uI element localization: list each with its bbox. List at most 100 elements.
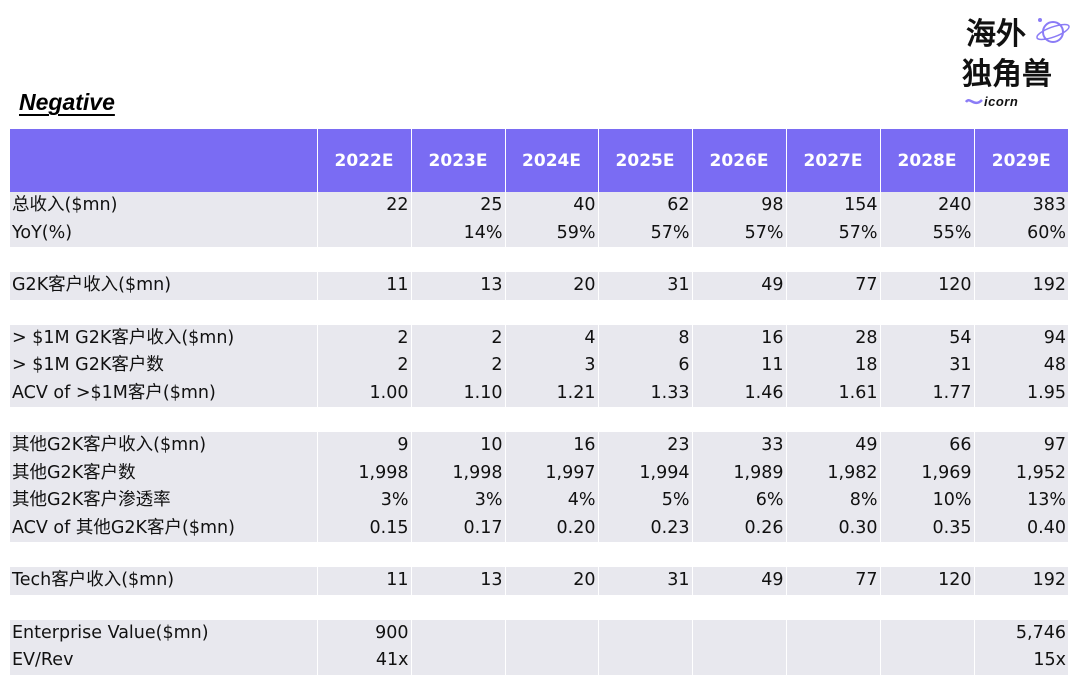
value-cell xyxy=(880,647,975,675)
value-cell: 1,997 xyxy=(505,459,599,487)
logo-wordmark: icorn xyxy=(984,94,1019,109)
value-cell: 9 xyxy=(317,432,412,460)
value-cell: 1,952 xyxy=(974,459,1068,487)
value-cell: 97 xyxy=(974,432,1068,460)
value-cell: 0.20 xyxy=(505,514,599,542)
value-cell: 60% xyxy=(974,219,1068,247)
value-cell: 14% xyxy=(411,219,506,247)
value-cell: 3% xyxy=(411,487,506,515)
value-cell: 77 xyxy=(786,567,881,595)
value-cell: 10% xyxy=(880,487,975,515)
value-cell: 41x xyxy=(317,647,412,675)
value-cell: 22 xyxy=(317,192,412,220)
column-header: 2026E xyxy=(692,129,787,192)
table-row: ACV of >$1M客户($mn) 1.00 1.10 1.21 1.33 1.46 1.… xyxy=(10,379,1068,407)
value-cell: 98 xyxy=(692,192,787,220)
value-cell: 5% xyxy=(598,487,693,515)
value-cell: 900 xyxy=(317,619,412,647)
section-spacer xyxy=(10,594,1068,620)
value-cell: 62 xyxy=(598,192,693,220)
value-cell xyxy=(598,647,693,675)
brand-logo: 海外 独角兽 icorn xyxy=(960,10,1072,114)
value-cell: 2 xyxy=(317,352,412,380)
table-row: YoY(%) 14% 59% 57% 57% 57% 55% 60% xyxy=(10,219,1068,247)
value-cell: 1.33 xyxy=(598,379,693,407)
value-cell: 1.77 xyxy=(880,379,975,407)
row-label: 其他G2K客户渗透率 xyxy=(10,487,318,515)
section-spacer xyxy=(10,407,1068,432)
value-cell: 120 xyxy=(880,567,975,595)
value-cell: 0.26 xyxy=(692,514,787,542)
value-cell: 57% xyxy=(786,219,881,247)
table-row: 其他G2K客户渗透率 3% 3% 4% 5% 6% 8% 10% 13% xyxy=(10,487,1068,515)
table-row: EV/Rev 41x 15x xyxy=(10,647,1068,675)
header-label-cell xyxy=(10,129,318,192)
table-row: Enterprise Value($mn) 900 5,746 xyxy=(10,619,1068,647)
value-cell: 3 xyxy=(505,352,599,380)
table-row: 总收入($mn) 22 25 40 62 98 154 240 383 xyxy=(10,192,1068,220)
value-cell: 0.23 xyxy=(598,514,693,542)
row-label: > $1M G2K客户收入($mn) xyxy=(10,324,318,352)
value-cell: 55% xyxy=(880,219,975,247)
spacer-cell xyxy=(10,407,1068,432)
row-label: Tech客户收入($mn) xyxy=(10,567,318,595)
value-cell xyxy=(505,647,599,675)
column-header: 2023E xyxy=(411,129,506,192)
value-cell: 154 xyxy=(786,192,881,220)
value-cell: 192 xyxy=(974,272,1068,300)
value-cell xyxy=(505,619,599,647)
value-cell: 0.17 xyxy=(411,514,506,542)
value-cell: 25 xyxy=(411,192,506,220)
value-cell xyxy=(411,619,506,647)
value-cell: 5,746 xyxy=(974,619,1068,647)
value-cell: 23 xyxy=(598,432,693,460)
table-body: 总收入($mn) 22 25 40 62 98 154 240 383 YoY(%) 14% 59% 5… xyxy=(10,192,1068,675)
value-cell: 11 xyxy=(317,272,412,300)
value-cell: 49 xyxy=(786,432,881,460)
value-cell: 1.10 xyxy=(411,379,506,407)
value-cell: 13 xyxy=(411,272,506,300)
value-cell: 2 xyxy=(411,324,506,352)
value-cell: 13% xyxy=(974,487,1068,515)
value-cell: 1,998 xyxy=(411,459,506,487)
value-cell: 13 xyxy=(411,567,506,595)
svg-text:独角兽: 独角兽 xyxy=(962,57,1052,92)
logo-graphic: 海外 独角兽 xyxy=(962,17,1070,92)
svg-text:海外: 海外 xyxy=(966,17,1026,52)
value-cell xyxy=(786,619,881,647)
value-cell: 20 xyxy=(505,567,599,595)
row-label: ACV of >$1M客户($mn) xyxy=(10,379,318,407)
value-cell: 16 xyxy=(505,432,599,460)
table-row: ACV of 其他G2K客户($mn) 0.15 0.17 0.20 0.23 0.26 0… xyxy=(10,514,1068,542)
value-cell: 383 xyxy=(974,192,1068,220)
spacer-cell xyxy=(10,299,1068,325)
revenue-forecast-table: 2022E 2023E 2024E 2025E 2026E 2027E 2028… xyxy=(10,129,1068,675)
column-header: 2029E xyxy=(974,129,1068,192)
row-label: ACV of 其他G2K客户($mn) xyxy=(10,514,318,542)
value-cell xyxy=(317,219,412,247)
value-cell: 1,994 xyxy=(598,459,693,487)
value-cell: 11 xyxy=(317,567,412,595)
table-row: > $1M G2K客户数 2 2 3 6 11 18 31 48 xyxy=(10,352,1068,380)
value-cell: 49 xyxy=(692,567,787,595)
value-cell: 8 xyxy=(598,324,693,352)
row-label: G2K客户收入($mn) xyxy=(10,272,318,300)
value-cell xyxy=(411,647,506,675)
table-row: 其他G2K客户收入($mn) 9 10 16 23 33 49 66 97 xyxy=(10,432,1068,460)
value-cell: 240 xyxy=(880,192,975,220)
section-spacer xyxy=(10,247,1068,272)
table-row: G2K客户收入($mn) 11 13 20 31 49 77 120 192 xyxy=(10,272,1068,300)
value-cell: 1.46 xyxy=(692,379,787,407)
value-cell: 31 xyxy=(598,272,693,300)
value-cell: 15x xyxy=(974,647,1068,675)
value-cell: 0.35 xyxy=(880,514,975,542)
value-cell: 28 xyxy=(786,324,881,352)
value-cell: 20 xyxy=(505,272,599,300)
row-label: 总收入($mn) xyxy=(10,192,318,220)
value-cell: 1,998 xyxy=(317,459,412,487)
row-label: YoY(%) xyxy=(10,219,318,247)
value-cell: 1.21 xyxy=(505,379,599,407)
column-header: 2025E xyxy=(598,129,693,192)
value-cell: 4 xyxy=(505,324,599,352)
row-label: EV/Rev xyxy=(10,647,318,675)
